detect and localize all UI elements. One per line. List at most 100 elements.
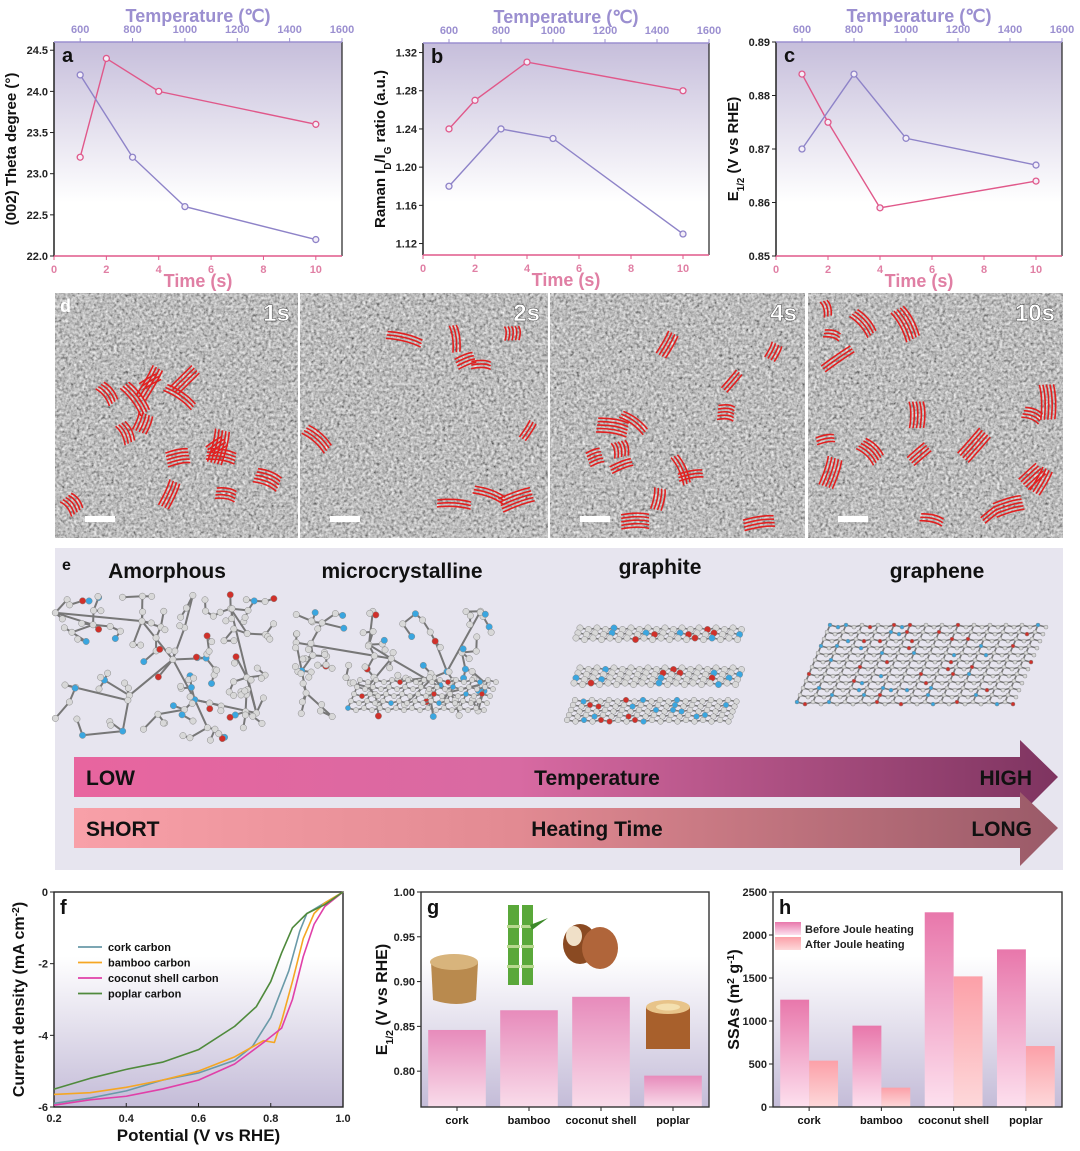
coconut-icon (563, 924, 618, 969)
chart-panel-c: 0 2 4 6 8 10 600 800 1000 1200 1400 1600 0.85 0.86 0.8… (725, 6, 1074, 291)
panel-label: a (62, 45, 74, 67)
lattice-fringe (135, 364, 164, 401)
x2-tick-label: 600 (440, 25, 458, 37)
x-tick-label: 2 (825, 264, 831, 276)
data-point-temperature (850, 70, 858, 78)
x-tick-label: 6 (576, 263, 582, 275)
lattice-fringe (163, 383, 196, 411)
arrow-center-label: Heating Time (531, 818, 662, 841)
y-tick-label: 1500 (743, 973, 767, 985)
scale-bar (580, 516, 610, 522)
y-axis-title-part: /I (372, 154, 389, 162)
category-label: poplar (1009, 1115, 1043, 1127)
lattice-fringe (649, 487, 666, 511)
poplar-log-icon (646, 1000, 690, 1049)
lattice-fringe (252, 467, 283, 492)
tem-time-label: 2s (513, 300, 540, 327)
y-axis-title-part: Raman I (372, 170, 389, 228)
lattice-fringe (742, 514, 776, 532)
y-axis-title: E1/2 (V vs RHE) (725, 97, 747, 201)
lattice-fringe (214, 487, 237, 503)
x-tick-label: 0.4 (119, 1113, 135, 1125)
lattice-fringe (855, 437, 884, 466)
y-tick-label: 2000 (743, 930, 767, 942)
x-tick-label: 0.6 (191, 1113, 206, 1125)
lattice-fringe (115, 420, 136, 446)
y-axis-title-part: g (726, 964, 743, 978)
lattice-fringe (822, 329, 842, 342)
data-point-time (312, 120, 320, 128)
y-tick-label: 24.0 (27, 86, 48, 98)
lattice-fringe (890, 305, 920, 343)
x2-tick-label: 600 (71, 24, 89, 36)
lattice-fringe (206, 428, 231, 466)
data-point-time (523, 58, 531, 66)
series-line-time (801, 73, 1037, 209)
y-axis-title: Raman ID/IG ratio (a.u.) (372, 70, 394, 228)
x-tick-label: 8 (260, 264, 266, 276)
y-axis-title-part: D (383, 163, 394, 170)
y-tick-label: 0.80 (394, 1066, 415, 1078)
graphite-structure-icon (563, 624, 745, 725)
category-label: cork (445, 1115, 469, 1127)
tem-image: 4s (550, 293, 805, 538)
data-point-time (824, 118, 832, 126)
y-axis-title-part: ) (11, 902, 28, 907)
y-tick-label: 500 (749, 1059, 767, 1071)
x2-tick-label: 1400 (645, 25, 669, 37)
y-tick-label: -2 (38, 959, 48, 971)
x2-tick-label: 1600 (697, 25, 721, 37)
y-axis-title-part: SSAs (m (726, 984, 743, 1050)
data-point-temperature (181, 202, 189, 211)
x-tick-label: 0.8 (263, 1113, 278, 1125)
y-tick-label: 0 (42, 887, 48, 899)
data-point-time (155, 87, 163, 96)
lattice-fringe (503, 325, 521, 341)
panel-label: b (431, 46, 443, 68)
y-tick-label: 0.86 (749, 198, 770, 210)
x2-tick-label: 1200 (946, 24, 970, 36)
y-axis-title-part: (V vs RHE) (725, 97, 742, 178)
data-point-time (798, 70, 806, 78)
chart-panel-f: 0.2 0.4 0.6 0.8 1.0 -6 -4 -2 0 Potential (V vs RH… (11, 887, 351, 1145)
lattice-fringe (1029, 466, 1053, 496)
y-tick-label: 23.0 (27, 169, 48, 181)
plot-area (54, 892, 343, 1107)
lattice-fringe (919, 513, 945, 527)
series-line (53, 891, 344, 1106)
lattice-fringe (980, 505, 1001, 524)
lattice-fringe (906, 442, 932, 467)
legend-label: Before Joule heating (805, 924, 914, 936)
arrow-center-label: Temperature (534, 767, 660, 790)
x2-tick-label: 1400 (277, 24, 301, 36)
x-tick-label: 0.2 (46, 1113, 61, 1125)
y-tick-label: 0.95 (394, 932, 415, 944)
category-label: coconut shell (918, 1115, 989, 1127)
arrow-right-label: LONG (971, 818, 1032, 841)
lattice-fringe (655, 330, 679, 359)
x-tick-label: 8 (628, 263, 634, 275)
y-axis-title: E1/2 (V vs RHE) (374, 944, 396, 1055)
tem-texture (55, 293, 298, 538)
x2-tick-label: 800 (492, 25, 510, 37)
x2-tick-label: 600 (793, 24, 811, 36)
data-point-time (471, 96, 479, 104)
x2-tick-label: 1200 (593, 25, 617, 37)
microcrystalline-structure-icon (291, 607, 499, 721)
arrow-shape (74, 792, 1058, 866)
legend-label: poplar carbon (108, 989, 182, 1001)
legend-label: bamboo carbon (108, 958, 191, 970)
x-tick-label: 0 (773, 264, 779, 276)
y-axis-title: (002) Theta degree (°) (3, 73, 20, 226)
y-axis-title-part: (002) Theta degree (°) (3, 73, 20, 226)
y-tick-label: 2500 (743, 887, 767, 899)
y-tick-label: -6 (38, 1102, 48, 1114)
lattice-fringe (716, 403, 736, 422)
tem-time-label: 1s (263, 300, 290, 327)
x-tick-label: 1.0 (335, 1113, 350, 1125)
structure-title: Amorphous (108, 560, 226, 583)
bamboo-icon (507, 905, 548, 985)
x-tick-label: 0 (51, 264, 57, 276)
y-tick-label: 1.20 (396, 162, 417, 174)
x-axis-title: Time (s) (532, 270, 601, 290)
